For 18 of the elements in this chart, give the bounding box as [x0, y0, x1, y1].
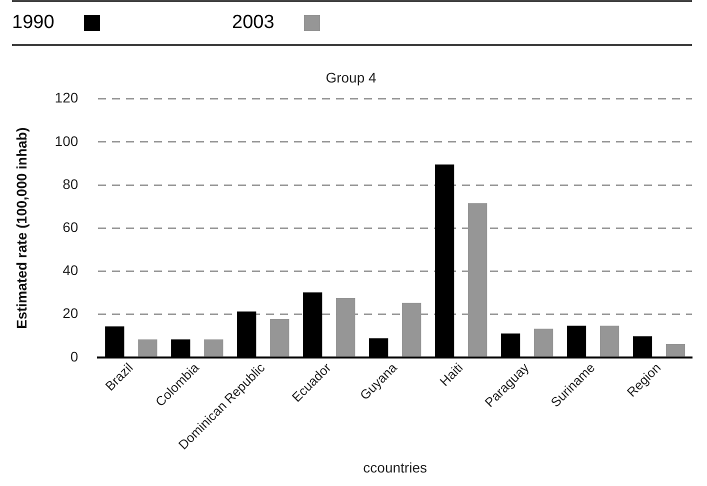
bar — [138, 339, 158, 357]
x-axis-title: ccountries — [363, 459, 427, 476]
chart-title: Group 4 — [326, 69, 377, 86]
bar — [534, 328, 554, 357]
bar — [600, 326, 620, 357]
bar — [204, 339, 224, 357]
y-tick-label: 20 — [62, 305, 78, 322]
y-tick-label: 0 — [70, 348, 78, 364]
y-tick-label: 40 — [62, 262, 78, 278]
y-tick-label: 60 — [62, 218, 78, 235]
y-axis-title: Estimated rate (100,000 inhab) — [13, 127, 30, 329]
y-tick-label: 80 — [62, 176, 78, 192]
bar — [666, 344, 686, 357]
y-tick-label: 120 — [54, 90, 78, 106]
y-tick-label: 100 — [54, 132, 78, 149]
legend-label: 2003 — [232, 12, 274, 34]
legend-label: 1990 — [12, 12, 54, 34]
bar — [270, 319, 290, 357]
